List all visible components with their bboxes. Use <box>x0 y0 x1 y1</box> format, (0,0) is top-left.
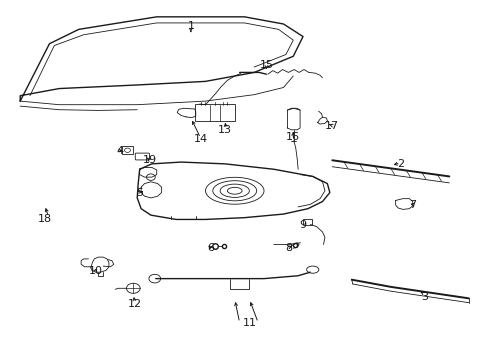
Text: 18: 18 <box>38 215 52 224</box>
Text: 8: 8 <box>284 243 291 253</box>
Text: 5: 5 <box>136 188 143 198</box>
Text: 9: 9 <box>299 220 306 230</box>
Text: 15: 15 <box>259 60 273 70</box>
Text: 16: 16 <box>285 132 300 142</box>
Text: 6: 6 <box>206 243 213 253</box>
Text: 13: 13 <box>218 125 231 135</box>
Text: 17: 17 <box>325 121 339 131</box>
Text: 2: 2 <box>396 159 403 169</box>
Text: 7: 7 <box>408 200 415 210</box>
Text: 4: 4 <box>116 146 123 156</box>
Text: 3: 3 <box>421 292 427 302</box>
Text: 11: 11 <box>242 319 256 328</box>
Text: 10: 10 <box>89 266 102 276</box>
Text: 12: 12 <box>127 299 142 309</box>
Text: 1: 1 <box>187 21 194 31</box>
Text: 14: 14 <box>193 134 207 144</box>
Text: 19: 19 <box>142 155 156 165</box>
